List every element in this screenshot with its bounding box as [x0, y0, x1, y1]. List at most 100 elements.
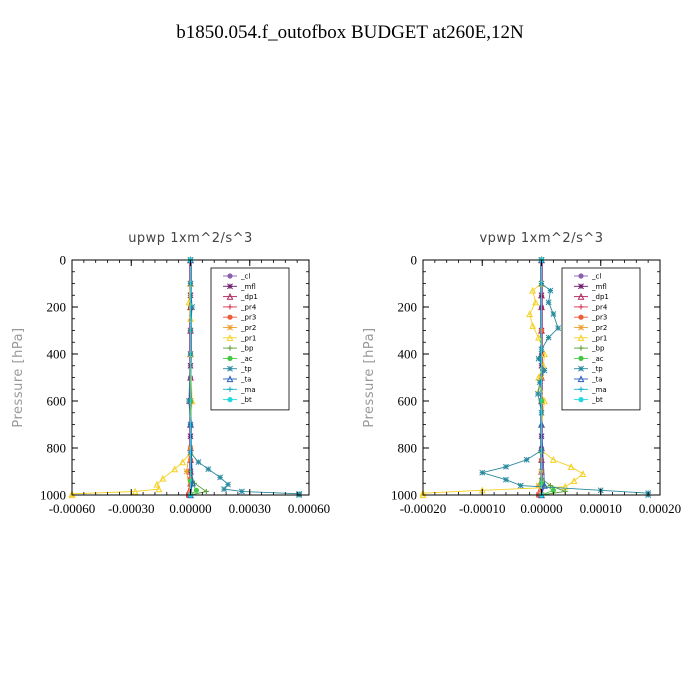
data-point — [541, 350, 548, 358]
legend-marker — [577, 375, 585, 383]
data-point — [502, 463, 509, 470]
data-point — [131, 487, 139, 495]
legend-label: _bt — [240, 396, 252, 404]
legend-label: _ma — [591, 386, 607, 394]
series-pr1 — [419, 256, 587, 499]
data-point — [545, 299, 552, 306]
x-tick-label: 0.00000 — [520, 501, 562, 516]
series-line — [422, 260, 584, 495]
data-point — [526, 310, 534, 318]
legend-marker — [578, 283, 584, 290]
legend-marker — [227, 324, 233, 331]
legend-marker — [226, 292, 234, 300]
data-point — [195, 459, 202, 466]
data-point — [550, 311, 557, 318]
legend-label: _pr2 — [240, 324, 256, 332]
upwp-panel: upwp 1xm^2/s^3 Pressure [hPa] 0 200 400 600 80… — [11, 231, 330, 516]
data-point — [535, 482, 542, 489]
series-line — [71, 260, 193, 495]
series-line — [188, 260, 300, 495]
x-tick-label: -0.00010 — [459, 501, 506, 516]
legend-label: _tp — [591, 365, 603, 373]
y-axis-label: Pressure [hPa] — [362, 327, 377, 427]
y-tick-label: 1000 — [391, 488, 417, 503]
data-point — [68, 490, 76, 497]
data-point — [193, 487, 200, 493]
data-point — [183, 468, 190, 475]
legend-label: _ac — [240, 355, 253, 363]
data-point — [502, 476, 509, 483]
data-point — [567, 463, 575, 470]
legend-label: _pr2 — [591, 324, 607, 332]
legend-label: _mfl — [591, 283, 607, 291]
data-point — [419, 489, 427, 497]
x-tick-label: 0.00000 — [169, 501, 211, 516]
data-point — [159, 474, 167, 482]
data-point — [529, 322, 537, 329]
data-point — [225, 481, 231, 488]
legend-marker — [578, 386, 584, 392]
x-tick-label: 0.00020 — [639, 501, 681, 516]
legend-marker — [227, 283, 233, 290]
legend-marker — [578, 324, 584, 331]
x-tick-label: -0.00030 — [108, 501, 155, 516]
data-point — [203, 488, 209, 495]
y-axis-label: Pressure [hPa] — [11, 327, 26, 427]
legend-marker — [578, 273, 584, 279]
legend-label: _pr3 — [240, 314, 256, 322]
legend-label: _cl — [591, 273, 601, 281]
x-tick-label: -0.00060 — [49, 501, 96, 516]
legend-label: _ma — [240, 386, 256, 394]
x-tick-label: 0.00010 — [580, 501, 622, 516]
legend-label: _ac — [591, 355, 604, 363]
data-point — [153, 480, 161, 488]
data-point — [535, 355, 542, 362]
page-title: b1850.054.f_outofbox BUDGET at260E,12N — [176, 22, 524, 43]
y-tick-label: 200 — [398, 300, 418, 315]
x-tick-label: 0.00030 — [229, 501, 271, 516]
legend-marker — [227, 397, 233, 403]
data-point — [547, 287, 554, 294]
y-tick-label: 200 — [47, 300, 67, 315]
legend-marker — [577, 292, 585, 300]
y-tick-label: 400 — [398, 347, 418, 362]
vpwp-panel: vpwp 1xm^2/s^3 Pressure [hPa] 0 200 400 600 80… — [362, 231, 681, 516]
y-tick-label: 600 — [47, 394, 67, 409]
legend-label: _tp — [240, 365, 252, 373]
y-tick-label: 1000 — [40, 488, 66, 503]
data-point — [570, 477, 578, 484]
legend-label: _mfl — [240, 283, 256, 291]
series-line — [480, 260, 649, 495]
data-point — [221, 486, 228, 493]
legend-label: _bp — [240, 345, 254, 353]
data-point — [549, 456, 557, 463]
y-tick-label: 0 — [60, 253, 67, 268]
legend-marker — [227, 386, 233, 392]
data-point — [189, 479, 196, 487]
legend-marker — [578, 397, 584, 403]
legend-marker — [227, 273, 233, 279]
legend-marker — [226, 334, 234, 341]
legend-label: _pr1 — [591, 334, 607, 342]
y-tick-label: 800 — [47, 441, 67, 456]
legend-label: _pr1 — [240, 334, 256, 342]
legend-label: _ta — [240, 376, 252, 384]
legend-label: _cl — [240, 273, 250, 281]
legend: _cl _mfl _dp1 _pr4 _pr3 _pr2 _pr1 _bp _ac _tp _ta _… — [210, 267, 290, 411]
y-tick-label: 400 — [47, 347, 67, 362]
legend-marker — [578, 304, 584, 310]
legend-label: _pr4 — [591, 303, 608, 311]
data-point — [479, 469, 486, 476]
legend-marker — [578, 345, 584, 351]
legend-marker — [577, 334, 585, 341]
legend-label: _dp1 — [240, 293, 258, 301]
data-point — [185, 398, 192, 404]
data-point — [555, 325, 562, 332]
data-point — [179, 458, 187, 466]
data-point — [550, 487, 556, 493]
legend-marker — [578, 365, 584, 372]
data-point — [155, 485, 163, 493]
y-tick-label: 0 — [411, 253, 418, 268]
data-point — [535, 333, 542, 341]
